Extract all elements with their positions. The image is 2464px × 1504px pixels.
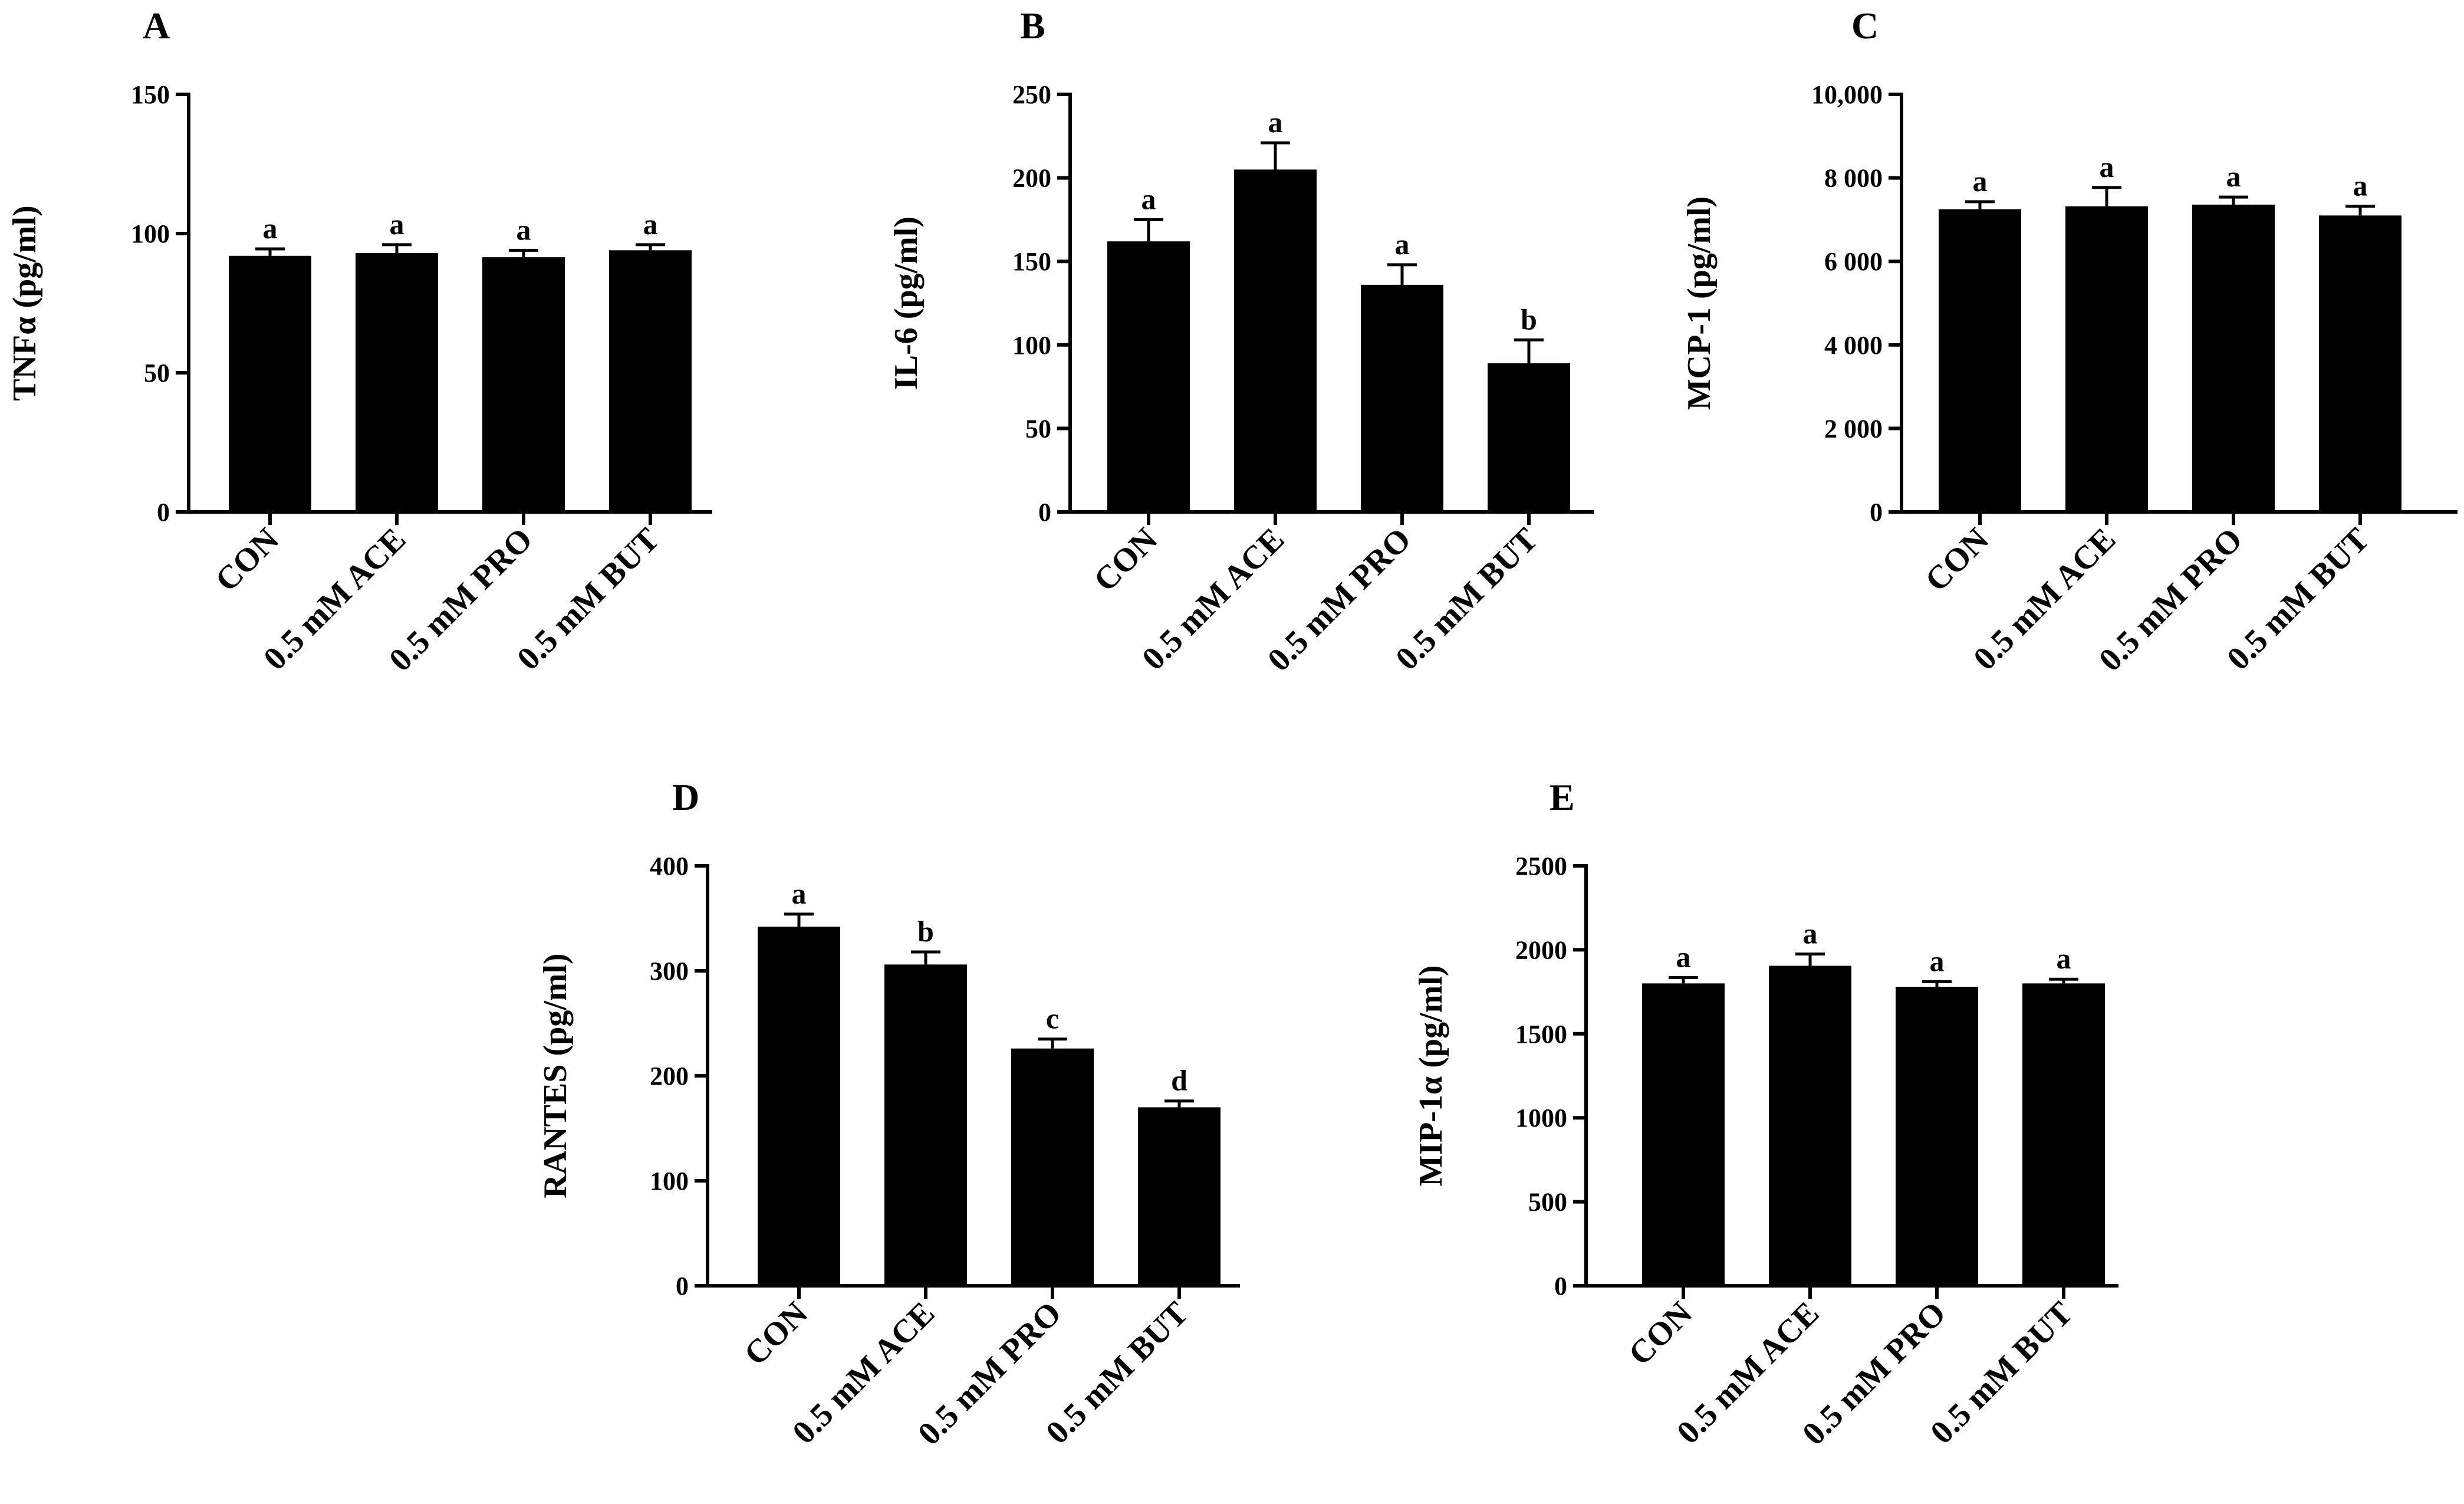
- bar-4: [1138, 1107, 1221, 1286]
- panel-e: E 0 500 1000 1500 2000 2500 MIP-1α (pg/ml) a CON a…: [1413, 776, 2118, 1452]
- y-tick-label: 10,000: [1811, 80, 1883, 109]
- y-tick-label: 400: [650, 852, 689, 881]
- y-tick-label: 100: [1012, 331, 1051, 360]
- y-tick-label: 0: [157, 498, 170, 527]
- y-axis-label: MCP-1 (pg/ml): [1681, 196, 1718, 410]
- y-tick-label: 0: [676, 1272, 689, 1301]
- panel-letter: E: [1550, 776, 1575, 818]
- category-label: CON: [1621, 1295, 1699, 1372]
- bar-4: [2022, 983, 2105, 1286]
- bar-2: [1234, 169, 1317, 512]
- y-axis-label: MIP-1α (pg/ml): [1413, 966, 1449, 1187]
- y-tick-label: 0: [1038, 498, 1051, 527]
- significance-label: a: [1141, 182, 1156, 215]
- y-tick-label: 2000: [1515, 935, 1567, 964]
- y-tick-label: 6 000: [1824, 247, 1883, 276]
- y-tick-label: 2500: [1515, 852, 1567, 881]
- bar-1: [758, 927, 840, 1286]
- bar-3: [1361, 284, 1443, 512]
- panel-c: C 0 2 000 4 000 6 000 8 000 10,000 MCP-1 (pg/ml…: [1681, 5, 2458, 678]
- y-axis-label: TNFα (pg/ml): [6, 205, 43, 400]
- bar-2: [1769, 966, 1851, 1286]
- significance-label: a: [1973, 165, 1988, 198]
- significance-label: c: [1046, 1002, 1059, 1035]
- y-tick-label: 150: [1012, 247, 1051, 276]
- significance-label: a: [2353, 169, 2368, 202]
- y-tick-label: 0: [1870, 498, 1883, 527]
- y-tick-label: 250: [1012, 80, 1051, 109]
- panel-letter: A: [143, 5, 170, 47]
- bar-2: [884, 964, 967, 1286]
- bar-3: [2192, 204, 2275, 512]
- panel-letter: B: [1020, 5, 1045, 47]
- y-tick-label: 1500: [1515, 1020, 1567, 1049]
- bar-1: [1642, 983, 1725, 1286]
- bar-2: [356, 253, 438, 512]
- bar-3: [482, 257, 565, 512]
- y-tick-label: 8 000: [1824, 164, 1883, 193]
- y-tick-label: 0: [1554, 1272, 1567, 1301]
- y-axis-label: IL-6 (pg/ml): [888, 216, 925, 390]
- y-tick-label: 200: [1012, 164, 1051, 193]
- y-tick-label: 100: [650, 1167, 689, 1196]
- y-tick-label: 150: [131, 80, 170, 109]
- category-label: CON: [1087, 521, 1164, 599]
- significance-label: a: [2100, 150, 2114, 183]
- bar-3: [1011, 1048, 1094, 1286]
- y-tick-label: 200: [650, 1062, 689, 1091]
- significance-label: a: [2057, 942, 2071, 975]
- panel-letter: D: [672, 776, 699, 818]
- significance-label: a: [1930, 945, 1945, 978]
- y-axis-label: RANTES (pg/ml): [537, 953, 574, 1198]
- y-tick-label: 500: [1528, 1188, 1567, 1217]
- significance-label: b: [1521, 303, 1537, 336]
- significance-label: a: [1803, 917, 1818, 950]
- significance-label: a: [643, 208, 658, 241]
- y-tick-label: 50: [1025, 414, 1051, 443]
- category-label: CON: [208, 521, 286, 599]
- category-label: CON: [1918, 521, 1996, 599]
- bar-1: [229, 255, 311, 512]
- significance-label: d: [1171, 1064, 1187, 1097]
- bar-1: [1107, 241, 1190, 512]
- y-tick-label: 300: [650, 957, 689, 986]
- significance-label: a: [1676, 940, 1691, 973]
- y-tick-label: 4 000: [1824, 331, 1883, 360]
- bar-2: [2065, 206, 2148, 512]
- y-tick-label: 50: [144, 359, 170, 388]
- panel-letter: C: [1851, 5, 1879, 47]
- bar-1: [1939, 209, 2021, 512]
- significance-label: a: [1395, 228, 1410, 261]
- significance-label: a: [1268, 106, 1283, 139]
- bar-4: [2319, 215, 2402, 512]
- bar-3: [1896, 987, 1978, 1286]
- bar-4: [1488, 363, 1570, 512]
- significance-label: a: [2226, 160, 2241, 193]
- significance-label: b: [917, 915, 934, 948]
- significance-label: a: [517, 213, 531, 246]
- significance-label: a: [390, 208, 404, 241]
- y-tick-label: 1000: [1515, 1104, 1567, 1132]
- category-label: CON: [737, 1295, 815, 1372]
- y-tick-label: 100: [131, 219, 170, 248]
- significance-label: a: [263, 212, 278, 245]
- bar-4: [609, 250, 692, 512]
- y-tick-label: 2 000: [1824, 414, 1883, 443]
- significance-label: a: [792, 877, 807, 910]
